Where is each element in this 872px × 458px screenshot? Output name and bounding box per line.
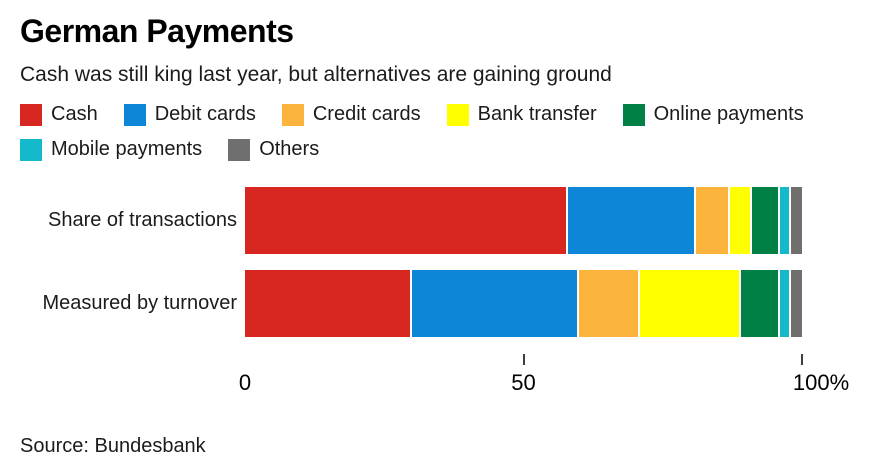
legend: Cash Debit cards Credit cards Bank transfer… (20, 103, 852, 161)
bar-segment-bank-transfer (640, 270, 741, 337)
bar-segment-debit-cards (568, 187, 697, 254)
bar-segment-bank-transfer (729, 187, 752, 254)
source-note: Source: Bundesbank (20, 435, 206, 457)
bar-segment-online-payments (740, 270, 780, 337)
bar-segment-debit-cards (412, 270, 580, 337)
legend-label: Mobile payments (51, 138, 203, 160)
category-label: Measured by turnover (42, 292, 237, 314)
bar-segment-mobile-payments (779, 187, 791, 254)
legend-label: Bank transfer (477, 103, 597, 125)
bar-segment-credit-cards (696, 187, 730, 254)
bar-segment-cash (245, 270, 413, 337)
bar-segment-cash (245, 187, 569, 254)
legend-swatch-icon (446, 103, 469, 126)
legend-item-bank-transfer: Bank transfer (446, 103, 597, 126)
legend-item-cash: Cash (20, 103, 98, 126)
legend-label: Online payments (653, 103, 804, 125)
legend-swatch-icon (281, 103, 304, 126)
legend-item-credit-cards: Credit cards (281, 103, 421, 126)
legend-item-others: Others (228, 138, 319, 161)
chart-title: German Payments (20, 13, 294, 49)
legend-item-mobile-payments: Mobile payments (20, 138, 202, 161)
legend-label: Credit cards (312, 103, 421, 125)
axis-tick-label: 100% (792, 370, 850, 395)
bar-segment-others (790, 270, 802, 337)
legend-swatch-icon (20, 138, 42, 161)
chart-row: Measured by turnover (20, 270, 852, 337)
bar-segment-others (790, 187, 802, 254)
legend-swatch-icon (20, 103, 42, 126)
legend-label: Others (259, 138, 320, 160)
chart-row: Share of transactions (20, 187, 852, 254)
bar-segment-credit-cards (579, 270, 641, 337)
axis-tick (522, 354, 525, 365)
chart-subtitle: Cash was still king last year, but alter… (20, 63, 612, 86)
x-axis: 0 50 100% (239, 353, 849, 399)
axis-tick-label: 0 (238, 370, 252, 395)
legend-item-online-payments: Online payments (622, 103, 804, 126)
stacked-bar (245, 187, 802, 254)
legend-item-debit-cards: Debit cards (123, 103, 256, 126)
legend-label: Debit cards (154, 103, 256, 125)
stacked-bar (245, 270, 802, 337)
legend-swatch-icon (123, 103, 146, 126)
axis-tick (801, 354, 803, 365)
bar-segment-mobile-payments (779, 270, 791, 337)
stacked-bar-chart: Share of transactions Measured by turnove… (20, 187, 852, 399)
legend-label: Cash (51, 103, 98, 125)
legend-swatch-icon (228, 138, 251, 161)
bar-segment-online-payments (751, 187, 780, 254)
axis-tick-label: 50 (511, 370, 536, 395)
category-label: Share of transactions (48, 209, 237, 231)
legend-swatch-icon (622, 103, 645, 126)
